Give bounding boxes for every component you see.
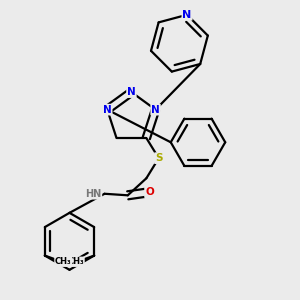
Text: O: O <box>145 187 154 197</box>
Text: S: S <box>155 153 163 163</box>
Text: CH₃: CH₃ <box>68 257 84 266</box>
Text: CH₃: CH₃ <box>55 257 72 266</box>
Text: HN: HN <box>85 189 101 199</box>
Text: N: N <box>151 105 160 115</box>
Text: N: N <box>182 10 192 20</box>
Text: N: N <box>103 105 112 115</box>
Text: N: N <box>127 87 136 97</box>
